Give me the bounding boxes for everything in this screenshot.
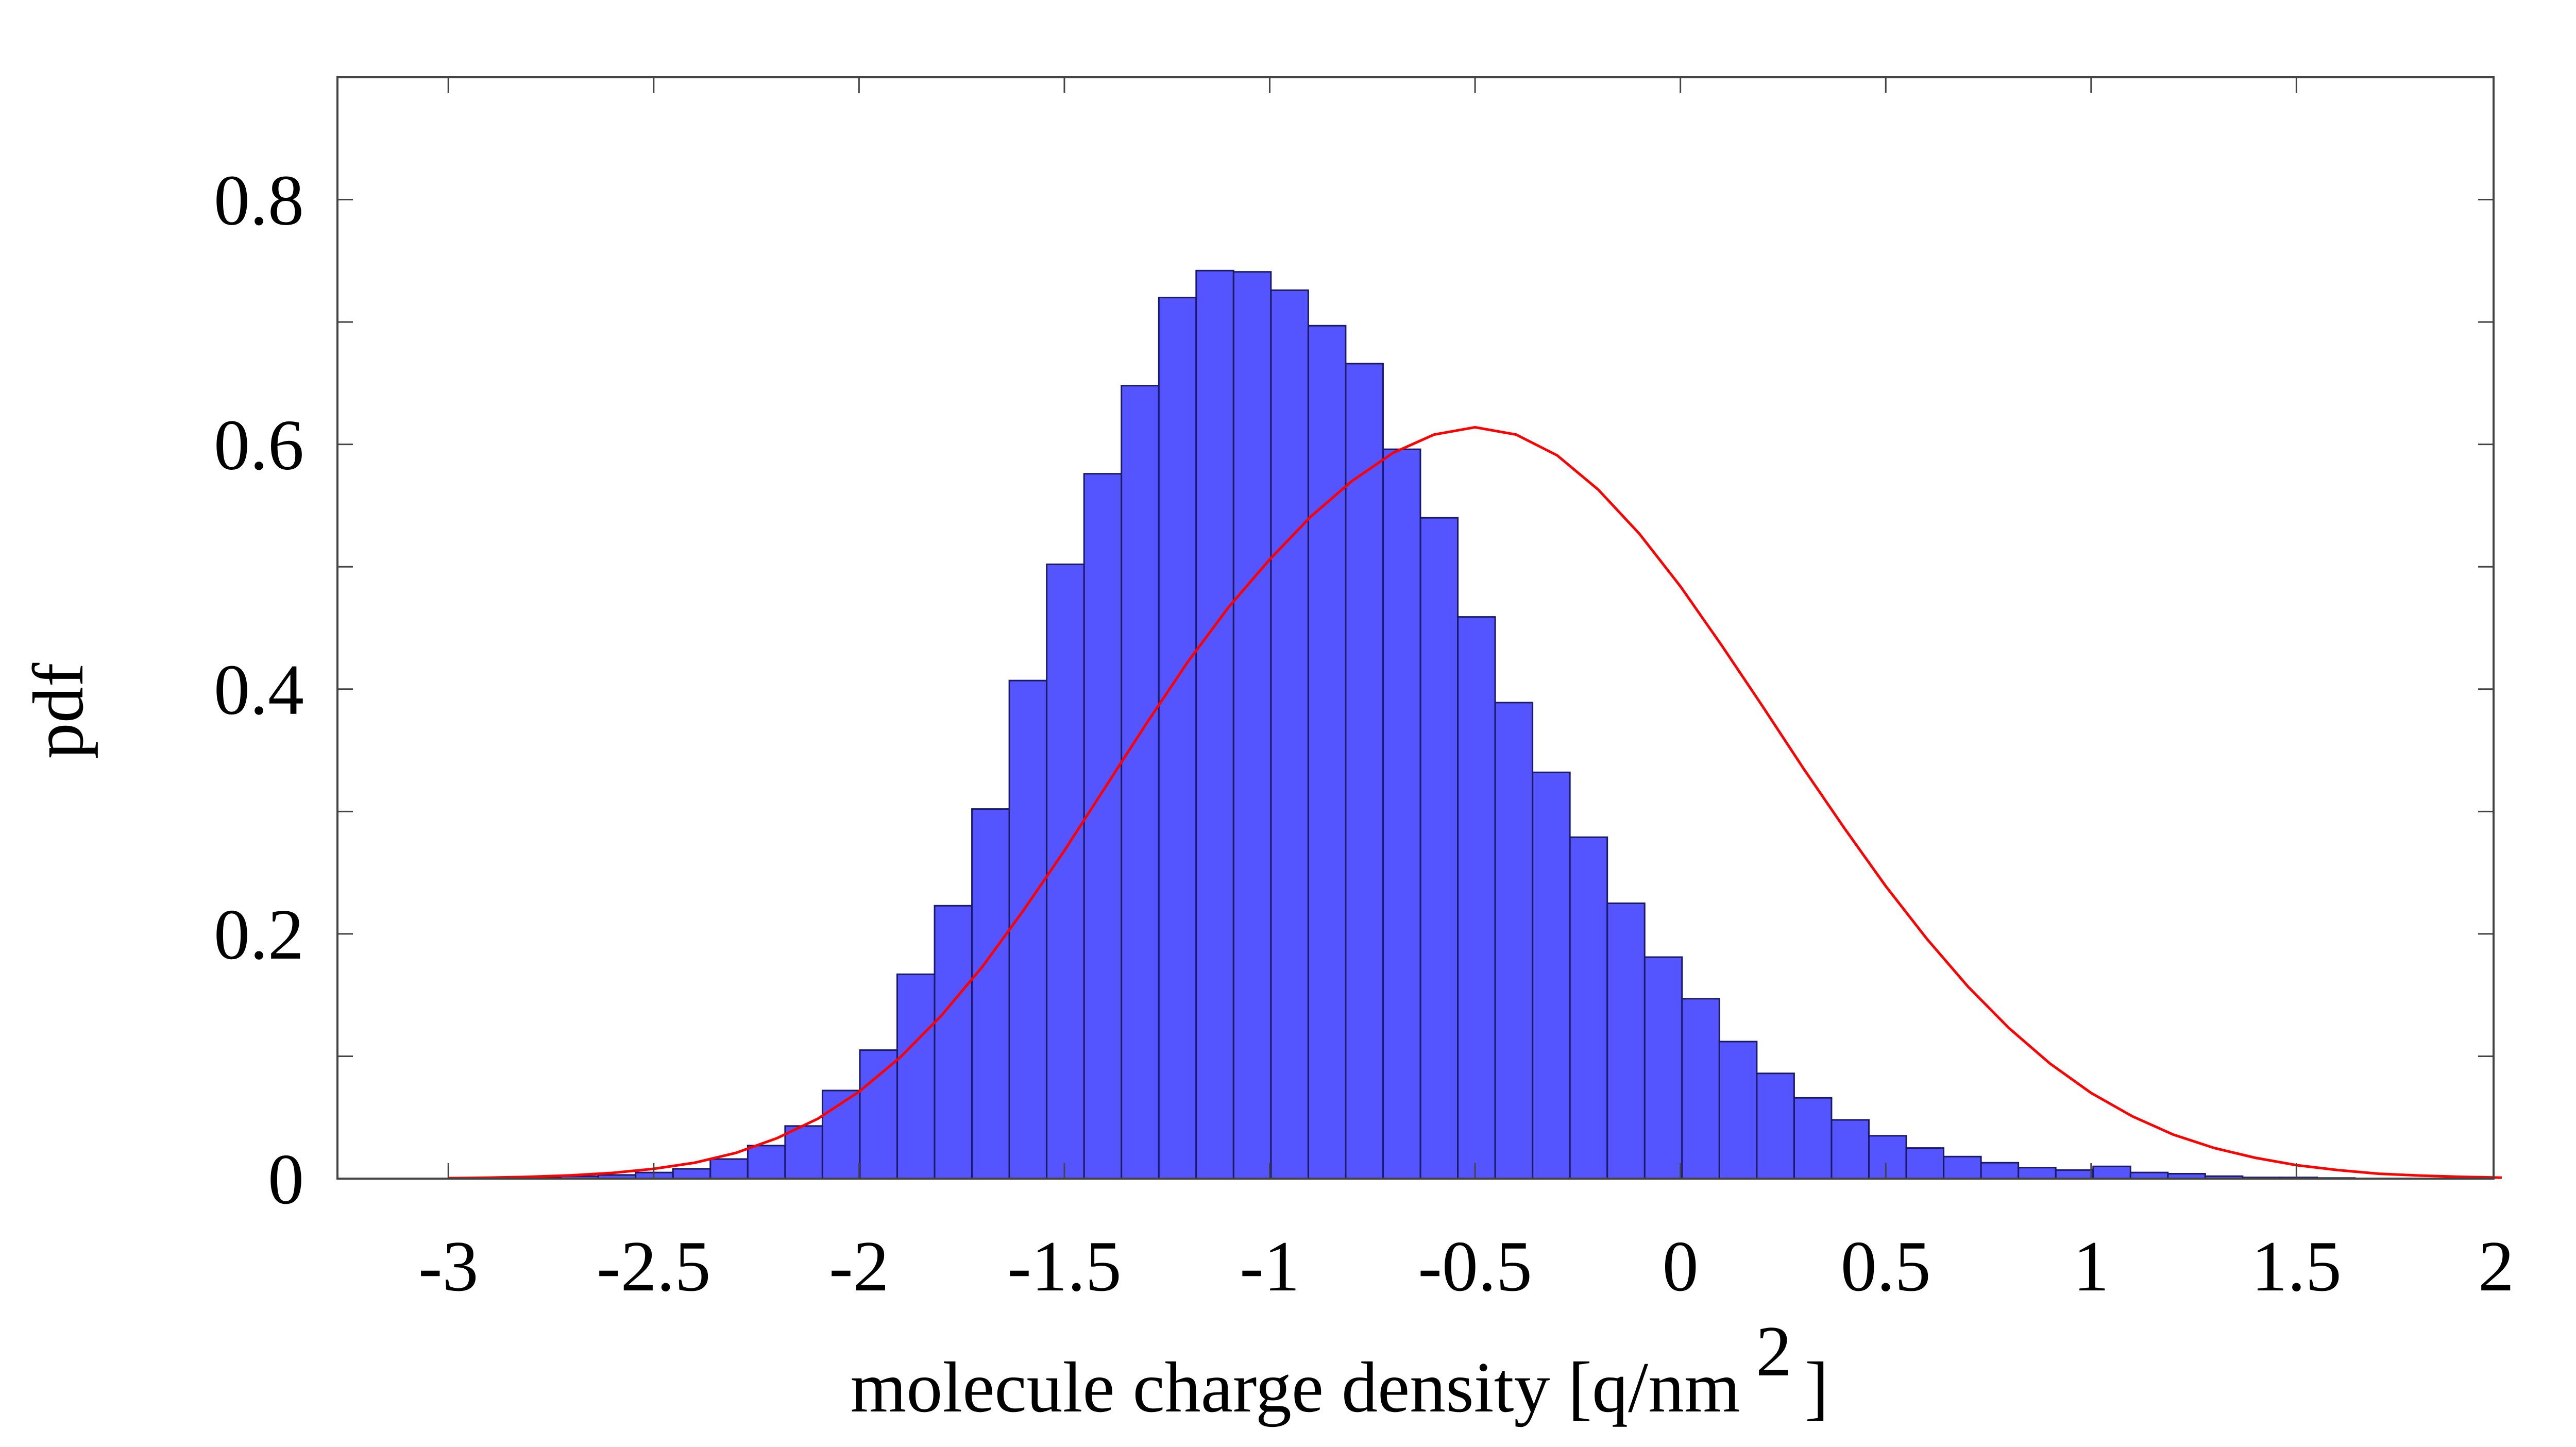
x-tick-label: -3 — [418, 1227, 479, 1306]
histogram-bar — [709, 1158, 749, 1180]
histogram-bar — [1121, 385, 1160, 1180]
histogram-bar — [1980, 1162, 2020, 1180]
y-tick-labels: 0 0.2 0.4 0.6 0.8 — [214, 161, 304, 1219]
fit-curve-line — [448, 425, 2502, 1180]
histogram-bar — [1083, 473, 1123, 1180]
histogram-bar — [1307, 325, 1347, 1180]
histogram-bar — [1569, 836, 1608, 1180]
histogram-bar — [859, 1049, 898, 1180]
histogram-bar — [971, 808, 1010, 1180]
plot-frame — [336, 76, 2495, 1180]
x-tick-label: -2.5 — [597, 1227, 711, 1306]
x-axis-title: molecule charge density [q/nm 2] — [850, 1312, 1828, 1427]
histogram-bar — [1158, 297, 1197, 1180]
axis-ticks — [337, 76, 2494, 1179]
fit-curve — [448, 425, 2502, 1180]
histogram-bar — [672, 1168, 711, 1180]
histogram-bar — [1793, 1097, 1833, 1180]
x-tick-label: 0 — [1663, 1227, 1699, 1306]
x-tick-label: -1 — [1240, 1227, 1300, 1306]
y-tick-label: 0 — [268, 1139, 304, 1219]
histogram-bar — [1419, 517, 1459, 1180]
x-axis-title-main: molecule charge density [q/nm — [850, 1348, 1740, 1427]
histogram-bar — [1382, 448, 1421, 1180]
histogram-bar — [1494, 702, 1534, 1180]
histogram-bar — [896, 973, 936, 1180]
histogram-bar — [1868, 1135, 1907, 1180]
y-tick-label: 0.6 — [214, 405, 304, 485]
x-tick-labels: -3 -2.5 -2 -1.5 -1 -0.5 0 0.5 1 1.5 2 — [418, 1227, 2514, 1306]
histogram-bar — [1681, 998, 1720, 1180]
histogram-bar — [747, 1145, 786, 1180]
histogram-bar — [934, 905, 973, 1180]
y-tick-label: 0.4 — [214, 650, 304, 730]
histogram-bar — [1606, 903, 1646, 1180]
histogram-bar — [2092, 1165, 2131, 1180]
x-axis-title-suffix: ] — [1805, 1348, 1829, 1427]
histogram-bar — [1943, 1155, 1982, 1180]
histogram-bar — [1532, 771, 1571, 1180]
x-tick-label: 1 — [2073, 1227, 2109, 1306]
histogram-bar — [1046, 563, 1085, 1180]
x-tick-label: 1.5 — [2251, 1227, 2342, 1306]
x-tick-label: 2 — [2478, 1227, 2514, 1306]
x-tick-label: -0.5 — [1418, 1227, 1532, 1306]
histogram-bar — [1270, 289, 1309, 1180]
histogram-bar — [784, 1125, 823, 1180]
histogram-bar — [1457, 616, 1496, 1180]
histogram-bars — [522, 269, 2355, 1180]
y-tick-label: 0.2 — [214, 895, 304, 975]
histogram-bar — [1232, 271, 1272, 1180]
histogram-bar — [1905, 1147, 1945, 1180]
histogram-bar — [1756, 1073, 1795, 1180]
histogram-bar — [2055, 1169, 2094, 1180]
histogram-bar — [1831, 1119, 1870, 1180]
histogram-bar — [1008, 679, 1048, 1180]
y-tick-label: 0.8 — [214, 161, 304, 241]
x-tick-label: 0.5 — [1841, 1227, 1931, 1306]
x-tick-label: -1.5 — [1007, 1227, 1122, 1306]
histogram-bar — [2018, 1167, 2057, 1180]
histogram-bar — [1643, 956, 1683, 1180]
x-axis-title-superscript: 2 — [1756, 1312, 1792, 1391]
histogram-bar — [1345, 363, 1384, 1180]
histogram-bar — [1718, 1041, 1758, 1180]
histogram-bar — [1195, 269, 1234, 1180]
y-axis-title: pdf — [19, 662, 98, 759]
x-tick-label: -2 — [829, 1227, 889, 1306]
